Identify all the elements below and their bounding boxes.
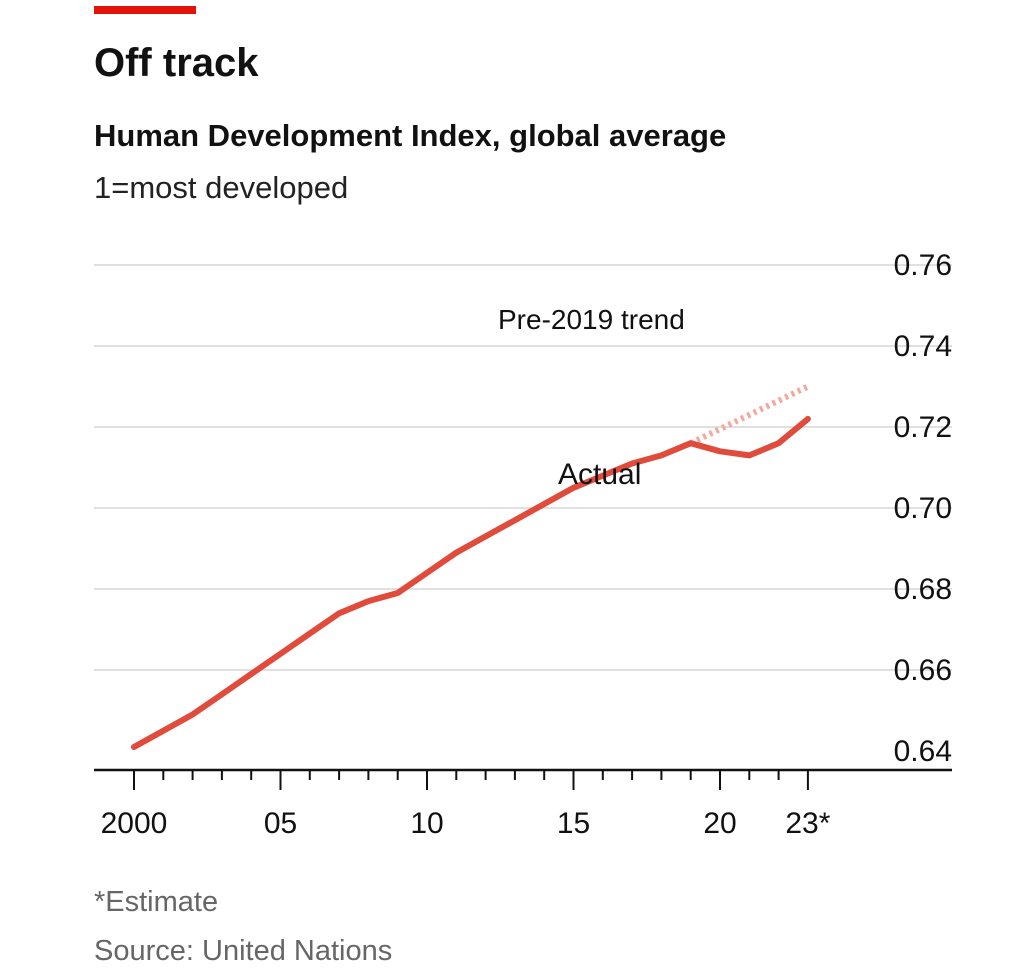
x-tick-label: 23* (785, 807, 830, 840)
y-tick-label: 0.76 (894, 249, 952, 282)
x-tick-label: 05 (264, 807, 297, 840)
y-tick-label: 0.68 (894, 573, 952, 606)
y-tick-label: 0.70 (894, 492, 952, 525)
series-layer (131, 383, 811, 750)
x-axis: 2000 05 10 15 20 23* (94, 768, 952, 840)
y-tick-label: 0.72 (894, 411, 952, 444)
chart-subtitle: Human Development Index, global average (94, 118, 726, 153)
y-tick-label: 0.64 (894, 735, 952, 768)
gridlines (94, 264, 952, 671)
x-tick-label: 2000 (101, 807, 168, 840)
source-note: Source: United Nations (94, 935, 392, 967)
annotation-pre-2019-trend: Pre-2019 trend (498, 304, 685, 335)
x-tick-label: 15 (557, 807, 590, 840)
x-tick-label: 20 (703, 807, 736, 840)
chart-scale-note: 1=most developed (94, 170, 348, 205)
series-actual-line (131, 415, 811, 750)
x-tick-label: 10 (410, 807, 443, 840)
accent-bar (94, 6, 196, 14)
annotation-actual: Actual (558, 458, 641, 491)
series-pre-2019-trend-line (689, 383, 810, 446)
footnote-estimate: *Estimate (94, 886, 218, 918)
y-axis-labels: 0.64 0.66 0.68 0.70 0.72 0.74 0.76 (894, 249, 952, 768)
y-tick-label: 0.66 (894, 654, 952, 687)
chart-title: Off track (94, 41, 259, 85)
y-tick-label: 0.74 (894, 330, 952, 363)
